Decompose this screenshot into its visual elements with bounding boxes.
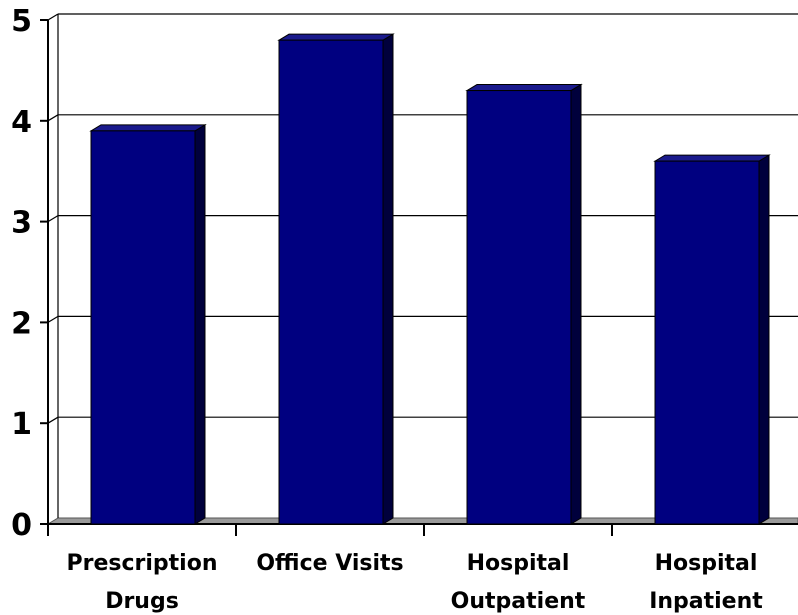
x-category-label: Hospital Outpatient xyxy=(451,551,586,614)
bar xyxy=(277,33,395,525)
y-tick-label: 0 xyxy=(11,508,32,543)
bars xyxy=(89,33,771,525)
x-category-label: Hospital Inpatient xyxy=(649,551,763,614)
x-category-label-line: Office Visits xyxy=(256,551,403,576)
x-category-label-line: Hospital xyxy=(467,551,570,576)
y-tick-label: 2 xyxy=(11,306,32,341)
bar-side xyxy=(382,33,394,525)
x-category-label-line: Prescription xyxy=(66,551,217,576)
bar-top xyxy=(89,124,207,132)
bar-front xyxy=(278,39,384,525)
gridline-connector xyxy=(47,215,59,223)
y-tick-label: 5 xyxy=(11,4,32,39)
bar xyxy=(653,154,771,525)
gridline-connector xyxy=(47,114,59,122)
bar-side xyxy=(570,83,582,525)
x-category-label: Prescription Drugs xyxy=(66,551,217,614)
bar-top xyxy=(465,84,583,92)
gridline-connector xyxy=(47,315,59,323)
bar xyxy=(89,123,207,525)
bar-side xyxy=(758,154,770,525)
bar-front xyxy=(654,160,760,525)
y-tick-label: 3 xyxy=(11,206,32,241)
x-category-label: Office Visits xyxy=(256,551,403,576)
bar xyxy=(465,83,583,525)
bar-side xyxy=(194,123,206,525)
y-tick-labels: 0 1 2 3 4 5 xyxy=(11,4,32,543)
y-tick-label: 4 xyxy=(11,105,32,140)
bar-top xyxy=(277,33,395,41)
gridline-connector xyxy=(47,13,59,21)
x-category-labels: Prescription Drugs Office Visits Hospital Ou… xyxy=(66,551,763,614)
x-category-label-line: Inpatient xyxy=(649,589,763,614)
gridline-connector xyxy=(47,416,59,424)
bar-top xyxy=(653,154,771,162)
x-category-label-line: Outpatient xyxy=(451,589,586,614)
y-tick-label: 1 xyxy=(11,407,32,442)
x-category-label-line: Drugs xyxy=(105,589,179,614)
bar-front xyxy=(466,90,572,525)
bar-front xyxy=(90,130,196,525)
x-category-label-line: Hospital xyxy=(655,551,758,576)
